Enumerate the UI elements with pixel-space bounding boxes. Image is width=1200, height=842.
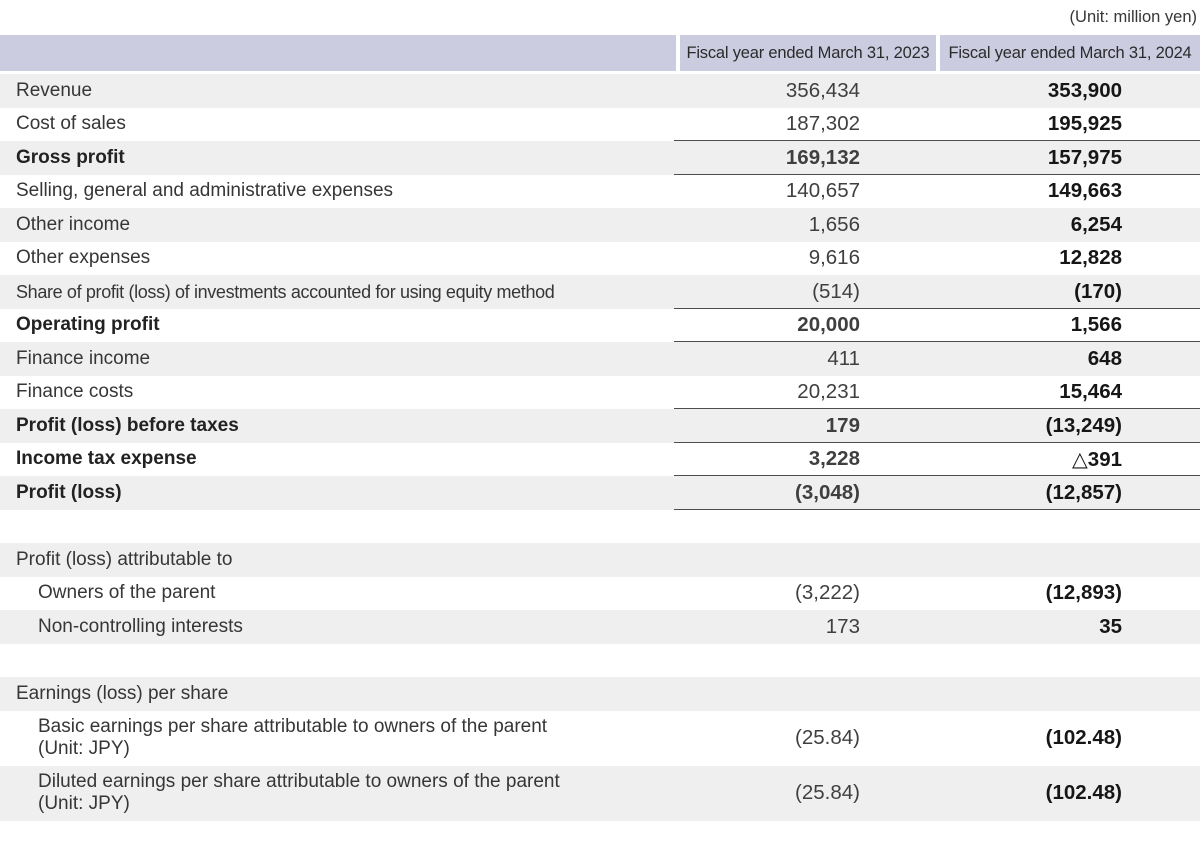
table-row: Other expenses 9,616 12,828 (0, 242, 1200, 276)
value-fy2024: 195,925 (1047, 112, 1122, 136)
value-fy2024: (13,249) (1045, 413, 1122, 437)
row-label: Selling, general and administrative expe… (16, 180, 394, 202)
row-label: Finance income (16, 347, 151, 369)
value-fy2023: (25.84) (795, 781, 860, 804)
value-fy2023: 140,657 (785, 179, 860, 203)
row-label-line2: (Unit: JPY) (38, 738, 130, 759)
table-row: Profit (loss) attributable to (0, 543, 1200, 577)
value-fy2023: 9,616 (808, 246, 860, 270)
row-label: Revenue (16, 79, 93, 101)
value-fy2024: (102.48) (1045, 781, 1122, 804)
row-label: Profit (loss) attributable to (16, 548, 233, 570)
value-fy2023: 179 (825, 413, 860, 437)
value-fy2024: 648 (1087, 346, 1122, 370)
value-fy2023: 356,434 (785, 78, 860, 102)
row-label: Non-controlling interests (38, 615, 243, 637)
row-label: Diluted earnings per share attributable … (38, 771, 560, 792)
row-label: Basic earnings per share attributable to… (38, 716, 548, 737)
table-row: Gross profit 169,132 157,975 (0, 140, 1200, 175)
value-fy2023: 187,302 (785, 112, 860, 136)
value-fy2024: (170) (1074, 279, 1122, 303)
row-label: Income tax expense (16, 448, 197, 470)
table-row: Profit (loss) (3,048) (12,857) (0, 475, 1200, 510)
value-fy2024: 157,975 (1047, 145, 1122, 169)
table-row: Earnings (loss) per share (0, 677, 1200, 711)
row-label: Finance costs (16, 381, 134, 403)
header-label-spacer (0, 35, 676, 71)
value-fy2024: 12,828 (1059, 246, 1122, 270)
value-fy2024: 353,900 (1047, 78, 1122, 102)
row-label: Owners of the parent (38, 582, 216, 604)
table-row: Basic earnings per share attributable to… (0, 711, 1200, 766)
value-fy2023: (25.84) (795, 726, 860, 749)
value-fy2023: 3,228 (808, 447, 860, 471)
value-fy2023: 411 (827, 346, 860, 370)
value-fy2024: △391 (1072, 447, 1122, 471)
table-row (0, 510, 1200, 544)
value-fy2024: (102.48) (1045, 726, 1122, 749)
row-label: Operating profit (16, 314, 160, 336)
row-label: Gross profit (16, 146, 125, 168)
value-fy2023: 20,000 (797, 313, 860, 337)
value-fy2024: 15,464 (1059, 380, 1122, 404)
unit-note: (Unit: million yen) (1069, 8, 1197, 26)
table-row: Non-controlling interests 173 35 (0, 610, 1200, 644)
row-label: Profit (loss) (16, 481, 122, 503)
value-fy2023: 1,656 (808, 212, 860, 236)
table-row: Selling, general and administrative expe… (0, 173, 1200, 209)
table-body: Revenue 356,434 353,900 Cost of sales 18… (0, 74, 1200, 821)
value-fy2023: (3,048) (795, 480, 860, 504)
value-fy2024: 6,254 (1070, 212, 1122, 236)
table-row: Finance costs 20,231 15,464 (0, 376, 1200, 410)
table-row: Profit (loss) before taxes 179 (13,249) (0, 408, 1200, 443)
table-row: Other income 1,656 6,254 (0, 208, 1200, 242)
table-row (0, 644, 1200, 678)
table-row: Cost of sales 187,302 195,925 (0, 108, 1200, 142)
column-header-fy2023: Fiscal year ended March 31, 2023 (676, 35, 936, 71)
financial-results-page: (Unit: million yen) Fiscal year ended Ma… (0, 8, 1200, 821)
table-row: Share of profit (loss) of investments ac… (0, 275, 1200, 309)
row-label: Cost of sales (16, 113, 126, 135)
row-label: Earnings (loss) per share (16, 682, 229, 704)
column-header-fy2024: Fiscal year ended March 31, 2024 (936, 35, 1200, 71)
table-row: Diluted earnings per share attributable … (0, 765, 1200, 821)
table-row: Owners of the parent (3,222) (12,893) (0, 577, 1200, 611)
table-row: Revenue 356,434 353,900 (0, 74, 1200, 108)
income-statement-table: Fiscal year ended March 31, 2023 Fiscal … (0, 35, 1200, 821)
value-fy2024: (12,857) (1045, 480, 1122, 504)
value-fy2023: 169,132 (785, 145, 860, 169)
value-fy2024: 35 (1099, 614, 1122, 638)
table-row: Income tax expense 3,228 △391 (0, 441, 1200, 477)
table-row: Operating profit 20,000 1,566 (0, 307, 1200, 343)
table-row: Finance income 411 648 (0, 341, 1200, 376)
value-fy2023: 173 (825, 614, 860, 638)
value-fy2024: 149,663 (1047, 179, 1122, 203)
row-label: Share of profit (loss) of investments ac… (16, 281, 555, 302)
value-fy2024: (12,893) (1045, 581, 1122, 605)
table-header-row: Fiscal year ended March 31, 2023 Fiscal … (0, 35, 1200, 71)
value-fy2024: 1,566 (1070, 313, 1122, 337)
row-label-line2: (Unit: JPY) (38, 793, 130, 814)
value-fy2023: 20,231 (797, 380, 860, 404)
row-label: Other expenses (16, 247, 151, 269)
value-fy2023: (514) (812, 279, 860, 303)
row-label: Other income (16, 213, 131, 235)
row-label: Profit (loss) before taxes (16, 414, 239, 436)
value-fy2023: (3,222) (795, 581, 860, 605)
